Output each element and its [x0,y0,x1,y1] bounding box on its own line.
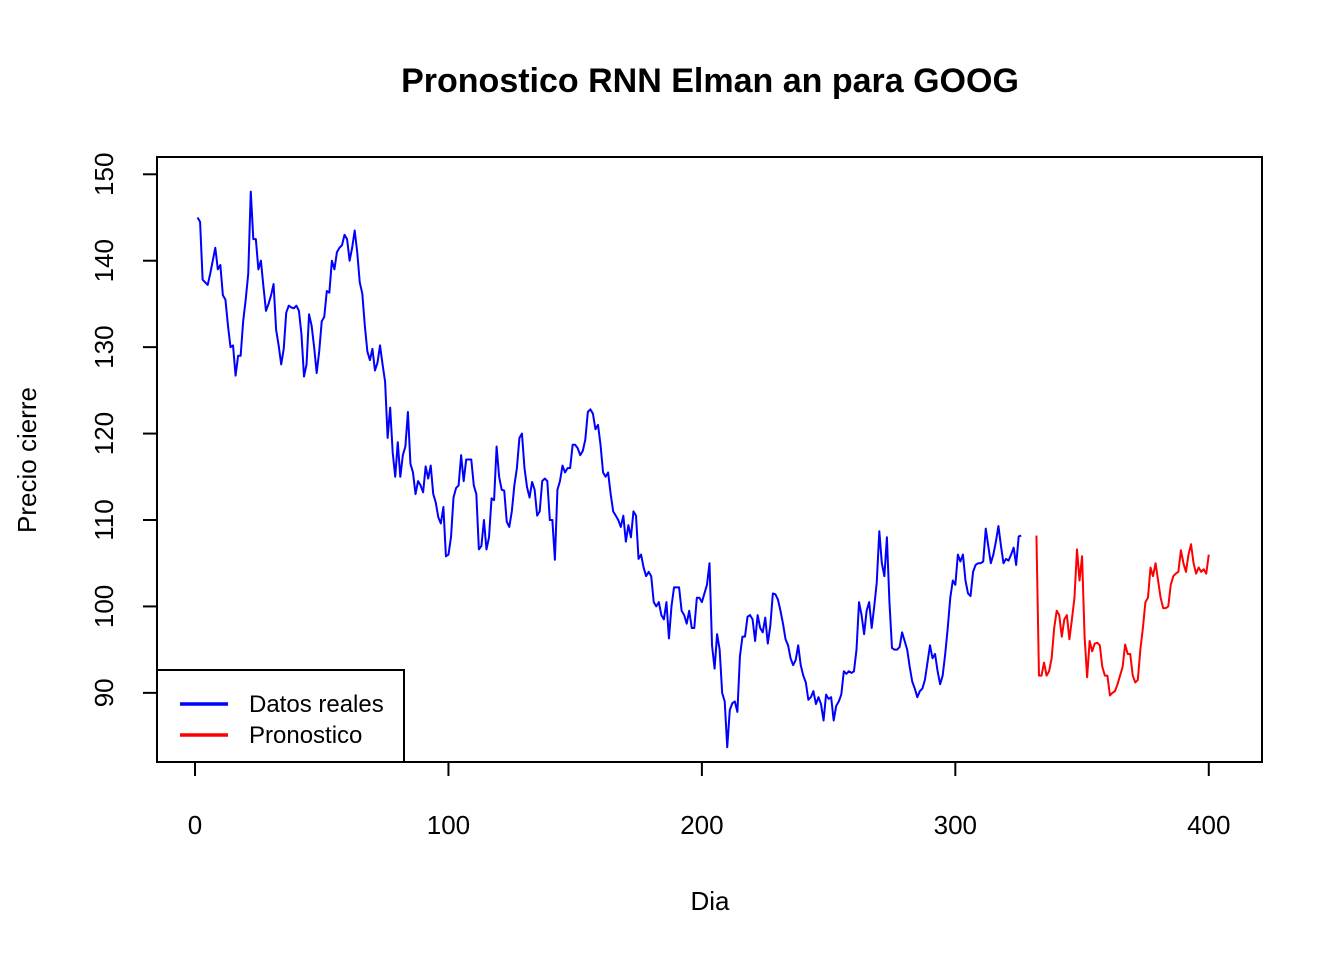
y-tick-label: 140 [89,239,119,282]
x-tick-label: 300 [934,810,977,840]
series-line-pronostico [1035,535,1210,697]
y-axis-title: Precio cierre [12,387,42,533]
y-axis: 90 100 110 120 130 140 150 [89,153,158,707]
legend-label: Datos reales [249,691,384,718]
y-tick-label: 150 [89,153,119,196]
x-axis: 0 100 200 300 400 [188,761,1230,840]
y-tick-label: 100 [89,585,119,628]
y-tick-label: 120 [89,412,119,455]
x-axis-title: Dia [690,886,730,916]
series-line-datos-reales [196,190,1022,749]
x-tick-label: 400 [1187,810,1230,840]
series-layer [196,190,1210,749]
y-tick-label: 110 [89,499,119,540]
x-tick-label: 200 [680,810,723,840]
y-tick-label: 90 [89,678,119,707]
legend-box [156,669,405,763]
legend-label: Pronostico [249,722,362,749]
chart-title: Pronostico RNN Elman an para GOOG [401,62,1019,100]
y-tick-label: 130 [89,325,119,368]
legend: Datos reales Pronostico [156,669,405,763]
x-tick-label: 100 [427,810,470,840]
x-tick-label: 0 [188,810,202,840]
